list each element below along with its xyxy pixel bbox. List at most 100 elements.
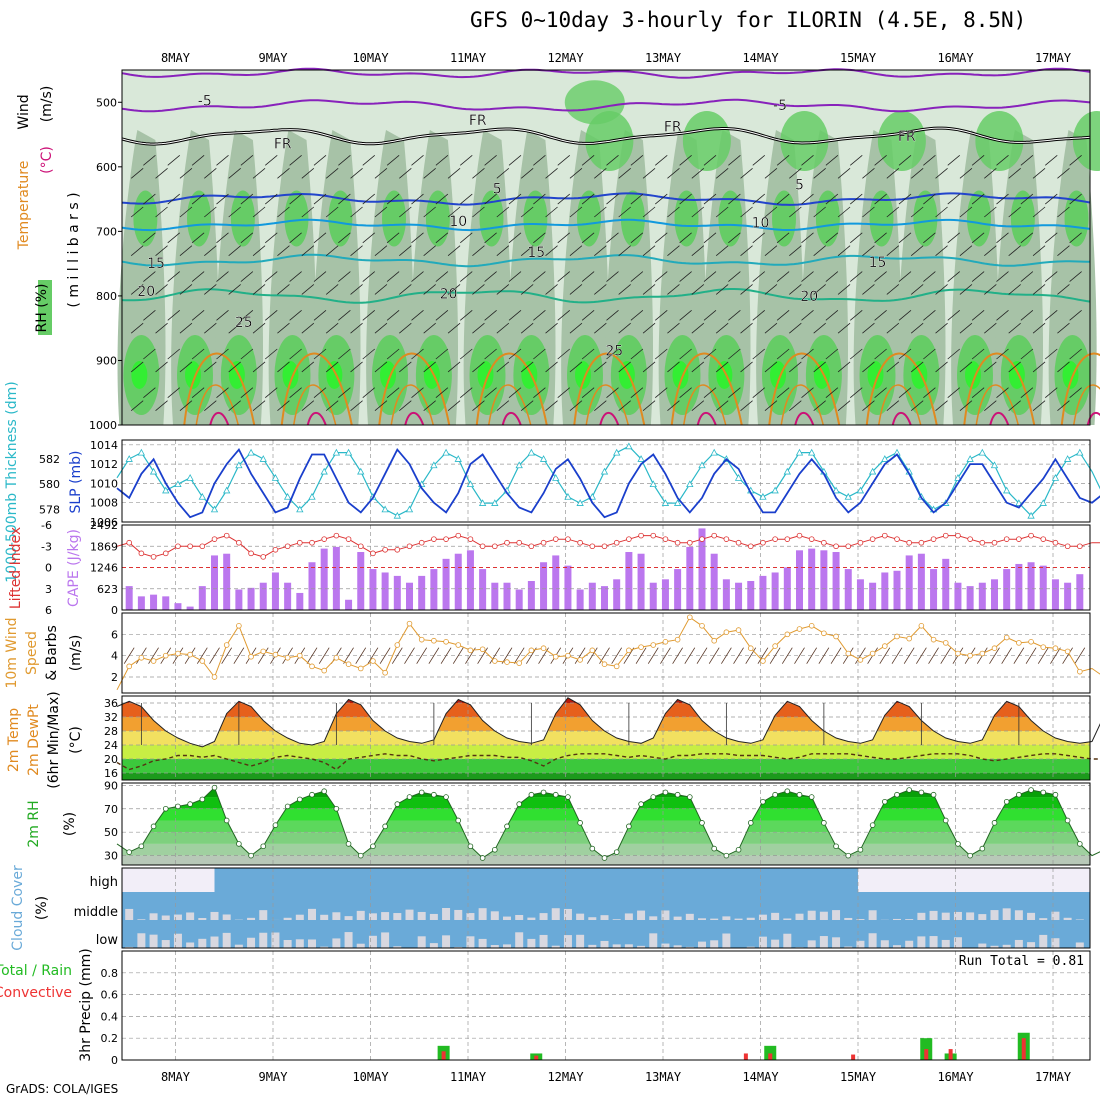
wind-barb (313, 232, 327, 244)
cloud-middle-bar (795, 913, 804, 920)
wind-barb (496, 206, 510, 218)
wind-barb (898, 232, 912, 244)
wind-barb (240, 348, 254, 360)
lifted-index-marker (845, 543, 852, 550)
wind-speed-marker (187, 651, 193, 658)
isotherm-35 (1086, 411, 1100, 426)
wind-barb (703, 387, 717, 399)
rh-marker (175, 803, 181, 810)
cloud-middle-bar (1014, 910, 1023, 920)
cloud-low-bar (1014, 939, 1023, 948)
cloud-low-bar (429, 943, 438, 948)
rh-marker (272, 822, 279, 828)
slp-tick: 1012 (90, 458, 118, 471)
wind-barb (654, 348, 668, 360)
wind-barb (898, 155, 912, 166)
cape-bar (430, 569, 438, 610)
wind-barb (1008, 361, 1021, 373)
cloud-low-bar (527, 938, 536, 948)
wind-barb-10m (916, 647, 927, 664)
wind-barb (898, 309, 912, 321)
cloud-low-bar (637, 945, 646, 948)
wind-barb (411, 271, 424, 282)
cape-bar (661, 579, 669, 610)
wind-axis-label: Wind (16, 94, 32, 129)
wind-barb (435, 387, 449, 399)
cloud-low-bar (880, 940, 889, 948)
wind-barb (923, 155, 936, 166)
wind-barb (459, 348, 473, 360)
thickness-marker (271, 474, 280, 481)
wind-barb (447, 284, 461, 295)
lifted-index-marker (601, 543, 608, 550)
wind-barb (228, 284, 241, 295)
wind-barb (569, 361, 583, 373)
wind-barb-10m (891, 647, 903, 664)
wind-barb (240, 193, 254, 205)
wind-barb (862, 322, 875, 334)
rh-tick: 50 (104, 826, 118, 839)
wind-barb (204, 284, 217, 295)
cloud-middle-bar (698, 918, 706, 920)
rh-marker (297, 796, 303, 803)
wind-speed-marker (309, 663, 315, 670)
wind-barb (508, 348, 522, 360)
wind-barb (679, 348, 692, 360)
cloud-middle-bar (978, 914, 987, 920)
wind-barb (1044, 348, 1058, 360)
cloud-low-bar (551, 945, 560, 948)
lifted-tick: 0 (45, 562, 52, 575)
rh-marker (394, 801, 401, 807)
precip-tick: 0 (111, 1054, 118, 1067)
wind-barb (874, 155, 887, 166)
wind-barb (484, 193, 497, 205)
wind-speed-marker (394, 642, 401, 648)
cloud-low-bar (283, 939, 292, 948)
wind-barb (642, 245, 656, 257)
cape-bar (406, 582, 413, 610)
isotherm-30 (488, 384, 532, 426)
wind-barb (996, 348, 1009, 360)
wind-barb (715, 245, 729, 257)
wind-barb (411, 155, 424, 166)
cloud-middle-bar (917, 912, 926, 920)
bottom-date-label: 11MAY (450, 1070, 487, 1084)
wind-barb (1057, 284, 1070, 295)
wind-barb (252, 400, 266, 411)
wind-barb (1069, 155, 1082, 166)
wind-barb (204, 400, 217, 411)
cape-bar (211, 555, 218, 610)
wind-speed-marker (723, 629, 730, 635)
wind-barb (143, 193, 156, 205)
isotherm-label: 20 (800, 289, 818, 305)
cloud-low-bar (978, 943, 987, 948)
cloud-middle-bar (758, 914, 767, 920)
isotherm-35 (989, 411, 1010, 426)
wind-speed-marker (552, 653, 559, 660)
wind-speed-marker (175, 650, 181, 657)
cloud-low-bar (990, 945, 999, 948)
bottom-date-label: 17MAY (1035, 1070, 1072, 1084)
cloud-low-bar (490, 945, 499, 948)
cloud-low-bar (588, 944, 597, 948)
wind-barb (143, 309, 156, 321)
cloud-low-bar (722, 933, 731, 948)
thickness-marker (868, 467, 877, 475)
wind-barb (886, 322, 900, 334)
wind-barb (143, 387, 156, 399)
wind-barb-10m (306, 647, 318, 664)
rh-peak (575, 361, 591, 389)
cape-bar (710, 553, 718, 610)
rh-band (122, 832, 1090, 844)
wind-barb (654, 232, 668, 244)
wind-barb (472, 206, 485, 218)
wind-barb-10m (928, 647, 939, 664)
cloud-middle-bar (856, 919, 865, 920)
wind-barb (1044, 309, 1058, 321)
thickness-marker (832, 486, 840, 494)
wind-barb (740, 206, 753, 218)
lifted-index-marker (942, 532, 949, 539)
pressure-tick: 700 (96, 225, 117, 238)
wind-barb (618, 400, 631, 411)
cloud-middle-bar (783, 918, 792, 920)
